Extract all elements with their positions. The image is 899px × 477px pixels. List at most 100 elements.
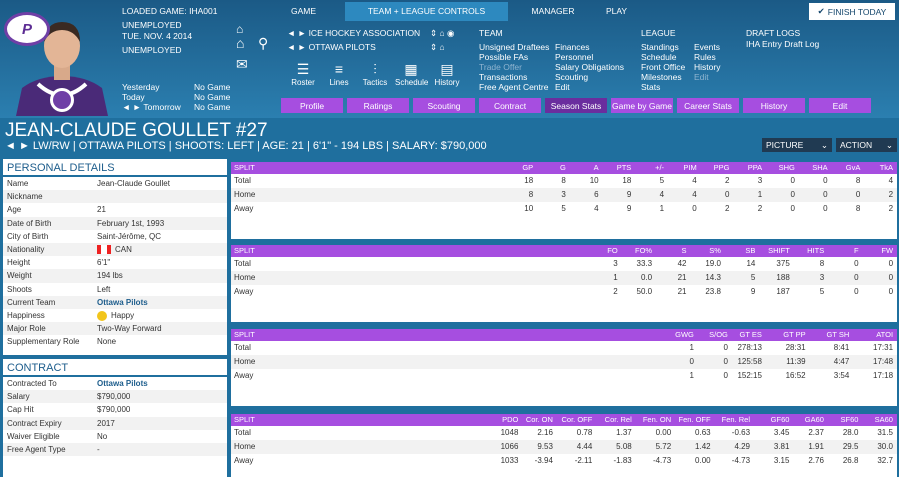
column-header[interactable]: SA60 — [874, 415, 893, 424]
tab-game-by-game[interactable]: Game by Game — [611, 98, 673, 113]
menu-free-agent-centre[interactable]: Free Agent Centre — [479, 82, 549, 92]
column-header[interactable]: GF60 — [770, 415, 790, 424]
team-selector[interactable]: ◄ ► OTTAWA PILOTS — [287, 42, 376, 52]
column-header[interactable]: FW — [881, 246, 894, 255]
menu-entry-draft-log[interactable]: IHA Entry Draft Log — [746, 39, 820, 49]
menu-milestones[interactable]: Milestones — [641, 72, 682, 82]
schedule-tomorrow[interactable]: ◄ ► Tomorrow No Game — [122, 102, 231, 112]
tab-edit[interactable]: Edit — [809, 98, 871, 113]
tab-career-stats[interactable]: Career Stats — [677, 98, 739, 113]
detail-row: Shoots Left — [7, 284, 111, 294]
lines-button[interactable]: ≡ Lines — [323, 60, 355, 87]
column-header[interactable]: +/- — [655, 163, 665, 172]
menu-possible-fas[interactable]: Possible FAs — [479, 52, 529, 62]
prev-next-player-icon[interactable]: ◄ ► — [5, 140, 33, 152]
column-header[interactable]: ATOI — [876, 330, 894, 339]
column-header[interactable]: GvA — [845, 163, 861, 172]
column-header[interactable]: GWG — [675, 330, 694, 339]
column-header[interactable]: Cor. ON — [525, 415, 553, 424]
league-selector[interactable]: ◄ ► ICE HOCKEY ASSOCIATION — [287, 28, 421, 38]
menu-personnel[interactable]: Personnel — [555, 52, 594, 62]
column-header[interactable]: TkA — [879, 163, 894, 172]
menu-league-edit[interactable]: Edit — [694, 72, 709, 82]
stat-cell: 18 — [524, 176, 534, 185]
action-dropdown[interactable]: ACTION ⌄ — [836, 138, 897, 152]
menu-rules[interactable]: Rules — [694, 52, 716, 62]
menu-events[interactable]: Events — [694, 42, 720, 52]
column-header[interactable]: Fen. OFF — [678, 415, 711, 424]
home-large-icon[interactable]: ⌂ — [236, 35, 245, 51]
column-header[interactable]: F — [854, 246, 859, 255]
current-team-link[interactable]: Ottawa Pilots — [97, 297, 148, 307]
tab-game[interactable]: GAME — [291, 6, 317, 16]
inbox-icon[interactable]: ✉ — [236, 56, 248, 72]
stat-cell: 0 — [692, 204, 697, 213]
column-header[interactable]: PPG — [713, 163, 730, 172]
menu-front-office[interactable]: Front Office — [641, 62, 686, 72]
column-header[interactable]: SHIFT — [768, 246, 790, 255]
column-header[interactable]: PPA — [747, 163, 763, 172]
player-portrait — [8, 10, 116, 116]
column-header[interactable]: SHA — [812, 163, 828, 172]
menu-standings[interactable]: Standings — [641, 42, 679, 52]
tab-contract[interactable]: Contract — [479, 98, 541, 113]
column-header[interactable]: S/OG — [709, 330, 728, 339]
column-header[interactable]: Cor. OFF — [561, 415, 593, 424]
stat-cell: 2 — [613, 287, 618, 296]
menu-stats[interactable]: Stats — [641, 82, 661, 92]
tactics-button[interactable]: ⫶ Tactics — [359, 60, 391, 87]
menu-league-history[interactable]: History — [694, 62, 721, 72]
column-header[interactable]: SHG — [778, 163, 795, 172]
contracted-to-link[interactable]: Ottawa Pilots — [97, 379, 148, 388]
column-header[interactable]: PTS — [616, 163, 632, 172]
tab-team-league-controls[interactable]: TEAM + LEAGUE CONTROLS — [345, 2, 508, 21]
column-header[interactable]: FO — [607, 246, 618, 255]
column-header[interactable]: SF60 — [840, 415, 859, 424]
menu-transactions[interactable]: Transactions — [479, 72, 528, 82]
menu-unsigned-draftees[interactable]: Unsigned Draftees — [479, 42, 550, 52]
column-header[interactable]: PDO — [502, 415, 519, 424]
column-header[interactable]: GT ES — [739, 330, 762, 339]
menu-finances[interactable]: Finances — [555, 42, 590, 52]
stat-cell: 2 — [888, 204, 894, 213]
team-shortcut-icons[interactable]: ⇕ ⌂ — [430, 42, 445, 52]
finish-today-button[interactable]: ✔ FINISH TODAY — [809, 3, 895, 20]
tab-profile[interactable]: Profile — [281, 98, 343, 113]
column-header[interactable]: A — [593, 163, 599, 172]
menu-schedule[interactable]: Schedule — [641, 52, 677, 62]
tab-manager[interactable]: MANAGER — [531, 6, 575, 16]
search-icon[interactable]: ⚲ — [258, 35, 269, 51]
column-header[interactable]: HITS — [807, 246, 825, 255]
column-header[interactable]: SB — [745, 246, 756, 255]
personal-details-panel: PERSONAL DETAILS Name Jean-Claude Goullet… — [3, 159, 227, 355]
column-header[interactable]: GA60 — [804, 415, 824, 424]
column-header[interactable]: G — [560, 163, 566, 172]
column-header[interactable]: Fen. ON — [642, 415, 672, 424]
prev-next-arrows-icon[interactable]: ◄ ► — [122, 102, 144, 112]
tab-ratings[interactable]: Ratings — [347, 98, 409, 113]
tab-play[interactable]: PLAY — [606, 6, 628, 16]
menu-trade-offer[interactable]: Trade Offer — [479, 62, 522, 72]
column-header[interactable]: Fen. Rel — [721, 415, 751, 424]
column-header[interactable]: S — [681, 246, 687, 255]
column-header[interactable]: GT SH — [826, 330, 850, 339]
stat-cell: 0 — [723, 357, 728, 366]
tab-scouting[interactable]: Scouting — [413, 98, 475, 113]
column-header[interactable]: S% — [709, 246, 721, 255]
column-header[interactable]: GT PP — [783, 330, 806, 339]
menu-team-edit[interactable]: Edit — [555, 82, 570, 92]
roster-button[interactable]: ☰ Roster — [287, 60, 319, 87]
menu-scouting[interactable]: Scouting — [555, 72, 589, 82]
picture-dropdown[interactable]: PICTURE ⌄ — [762, 138, 832, 152]
history-button[interactable]: ▤ History — [431, 60, 463, 87]
column-header[interactable]: PIM — [683, 163, 697, 172]
column-header[interactable]: GP — [522, 163, 534, 172]
home-icon[interactable]: ⌂ — [236, 22, 244, 36]
schedule-button[interactable]: ▦ Schedule — [395, 61, 429, 87]
column-header[interactable]: Cor. Rel — [604, 415, 632, 424]
league-shortcut-icons[interactable]: ⇕ ⌂ ◉ — [430, 28, 455, 38]
tab-history[interactable]: History — [743, 98, 805, 113]
column-header[interactable]: FO% — [635, 246, 653, 255]
menu-salary-obligations[interactable]: Salary Obligations — [555, 62, 624, 72]
tab-season-stats[interactable]: Season Stats — [545, 98, 607, 113]
